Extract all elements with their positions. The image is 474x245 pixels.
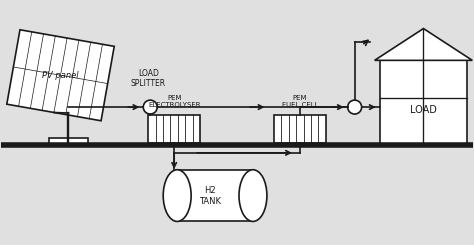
Text: LOAD
SPLITTER: LOAD SPLITTER [131,69,166,88]
Bar [48,138,89,146]
Text: PEM
FUEL CELL: PEM FUEL CELL [282,95,318,108]
Ellipse shape [163,170,191,221]
Bar [148,115,200,143]
Bar [177,170,253,221]
Bar [380,60,467,145]
Text: LOAD: LOAD [410,105,437,115]
Bar [274,115,326,143]
Circle shape [143,100,157,114]
Polygon shape [7,30,114,121]
Text: PEM
ELECTROLYSER: PEM ELECTROLYSER [148,95,201,108]
Text: H2
TANK: H2 TANK [199,185,221,206]
Ellipse shape [239,170,267,221]
Polygon shape [374,28,472,60]
Circle shape [347,100,362,114]
Text: PV panel: PV panel [42,71,79,80]
